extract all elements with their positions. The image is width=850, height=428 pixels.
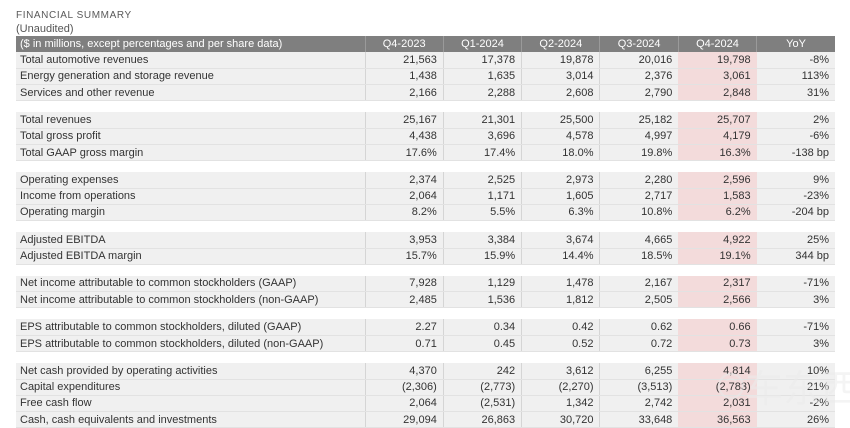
svg-text:车东西: 车东西 bbox=[745, 369, 850, 411]
